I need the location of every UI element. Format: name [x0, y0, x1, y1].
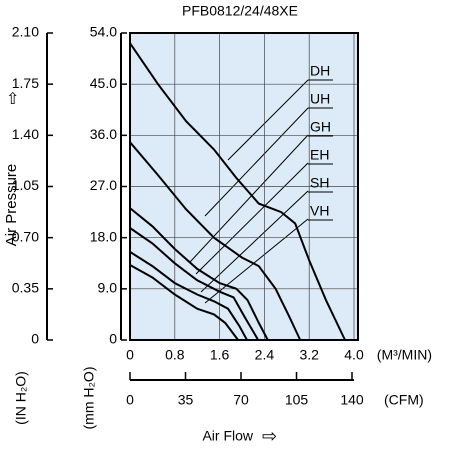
curve [129, 264, 239, 341]
curve-label: SH [310, 175, 329, 191]
curve-label: VH [310, 203, 329, 219]
curve [129, 42, 346, 341]
y2-tick-label: 1.75 [12, 75, 39, 91]
y-axis-label: Air Pressure [3, 164, 20, 247]
x-axis-label: Air Flow [202, 428, 253, 444]
y-tick-label: 54.0 [90, 24, 117, 40]
curve [129, 207, 269, 341]
y-tick-label: 45.0 [90, 75, 117, 91]
y-tick-label: 0 [109, 331, 117, 347]
chart-title: PFB0812/24/48XE [182, 3, 298, 19]
leader-line [200, 190, 309, 293]
x-tick-label: 0 [126, 347, 134, 363]
curve-label: DH [310, 63, 330, 79]
y-tick-label: 27.0 [90, 177, 117, 193]
x2-tick-label: 0 [126, 392, 134, 408]
y-tick-label: 9.0 [98, 280, 118, 296]
curve [129, 251, 248, 341]
leader-line [195, 162, 309, 275]
x-tick-label: 2.4 [255, 347, 275, 363]
curve-label: GH [310, 119, 331, 135]
curve-label: UH [310, 91, 330, 107]
leader-lines [189, 79, 309, 304]
plot-frame [129, 32, 359, 341]
leader-line [227, 79, 309, 161]
x2-tick-label: 140 [340, 392, 364, 408]
x-tick-label: 1.6 [210, 347, 230, 363]
y-unit: (mm H₂O) [81, 367, 97, 430]
up-arrow-icon: ⇧ [6, 91, 19, 108]
y2-tick-label: 0.35 [12, 280, 39, 296]
x-tick-label: 0.8 [165, 347, 185, 363]
curve [129, 227, 260, 341]
right-arrow-icon: ⇨ [262, 426, 277, 446]
y2-tick-label: 1.40 [12, 126, 39, 142]
x-tick-label: 3.2 [299, 347, 319, 363]
y2-tick-label: 1.05 [12, 177, 39, 193]
y2-tick-label: 0 [31, 331, 39, 347]
y2-tick-label: 2.10 [12, 24, 39, 40]
x2-tick-label: 35 [178, 392, 194, 408]
x-tick-label: 4.0 [344, 347, 364, 363]
leader-line [204, 107, 309, 217]
curve-label: EH [310, 147, 329, 163]
x-unit: (M³/MIN) [377, 347, 432, 363]
x2-tick-label: 105 [285, 392, 309, 408]
x2-unit: (CFM) [384, 392, 424, 408]
curve [129, 141, 302, 341]
leader-line [189, 134, 309, 263]
y-tick-label: 18.0 [90, 228, 117, 244]
x2-tick-label: 70 [233, 392, 249, 408]
y-tick-label: 36.0 [90, 126, 117, 142]
y2-tick-label: 0.70 [12, 228, 39, 244]
y2-unit: (IN H₂O) [13, 371, 29, 425]
